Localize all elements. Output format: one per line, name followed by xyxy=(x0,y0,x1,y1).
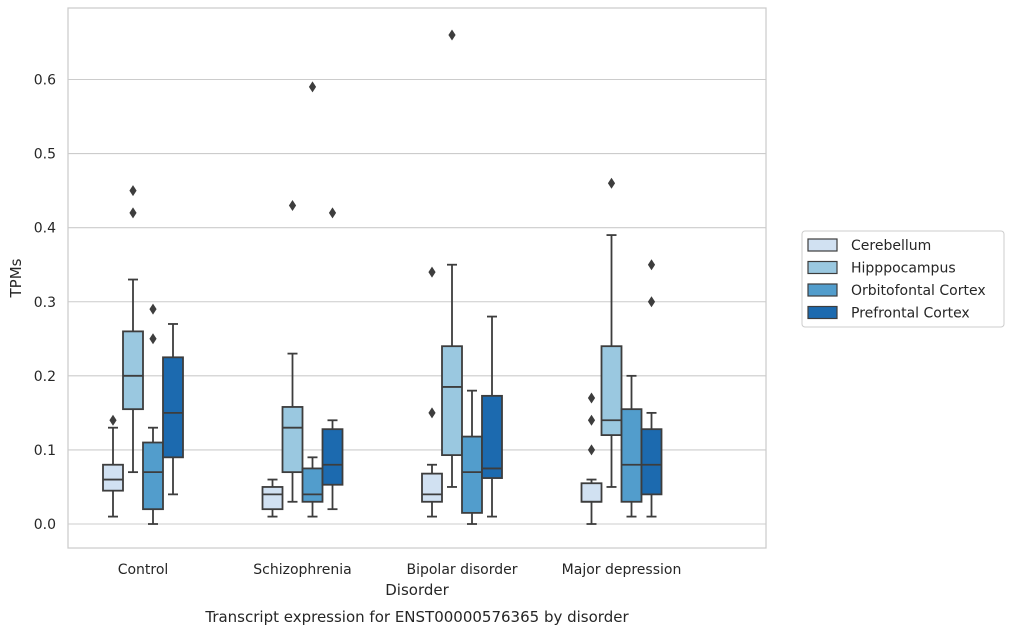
outlier-point xyxy=(308,81,317,93)
y-tick-label: 0.1 xyxy=(34,443,56,459)
legend-swatch xyxy=(807,238,838,252)
outlier-point xyxy=(428,407,436,419)
outlier-point xyxy=(587,414,596,426)
series-hipppocampus xyxy=(122,29,623,503)
x-tick-labels: Control Schizophrenia Bipolar disorder Majo… xyxy=(118,562,682,578)
series-cerebellum xyxy=(102,266,603,525)
legend-frame xyxy=(801,230,1005,328)
box xyxy=(461,389,483,525)
box xyxy=(640,259,663,518)
box xyxy=(261,478,284,518)
y-tick-label: 0.3 xyxy=(34,295,56,311)
box xyxy=(122,185,144,474)
x-axis-title: Disorder xyxy=(385,581,449,599)
iqr-box xyxy=(261,486,284,511)
y-tick-label: 0.0 xyxy=(34,517,56,533)
legend-swatch xyxy=(807,305,838,320)
legend-swatch xyxy=(807,260,838,275)
iqr-box xyxy=(441,345,463,457)
y-tick-label: 0.6 xyxy=(34,73,56,89)
y-tick-label: 0.5 xyxy=(34,147,56,163)
legend: Cerebellum Hipppocampus Orbitofontal Corte… xyxy=(801,230,1005,328)
x-tick-label: Schizophrenia xyxy=(253,562,351,578)
x-tick-label: Bipolar disorder xyxy=(406,562,517,578)
outlier-point xyxy=(428,266,436,278)
outlier-point xyxy=(607,177,616,189)
box xyxy=(321,207,344,511)
iqr-box xyxy=(301,467,324,503)
box xyxy=(620,374,643,518)
box xyxy=(441,29,463,488)
legend-label: Prefrontal Cortex xyxy=(851,306,970,322)
outlier-point xyxy=(149,333,157,345)
iqr-box xyxy=(580,482,603,503)
outlier-point xyxy=(647,259,656,271)
y-axis-title: TPMs xyxy=(7,258,25,298)
outlier-point xyxy=(129,185,137,197)
iqr-box xyxy=(122,330,144,411)
legend-label: Hipppocampus xyxy=(851,261,956,277)
outlier-point xyxy=(328,207,337,219)
grid-lines xyxy=(68,78,766,525)
box xyxy=(580,392,603,525)
iqr-box xyxy=(421,472,443,503)
iqr-box xyxy=(620,408,643,503)
outlier-point xyxy=(288,199,297,211)
legend-swatch xyxy=(807,283,838,297)
box xyxy=(481,315,503,518)
iqr-box xyxy=(461,435,483,514)
outlier-point xyxy=(647,296,656,308)
iqr-box xyxy=(102,463,124,492)
iqr-box xyxy=(640,428,663,496)
y-tick-label: 0.4 xyxy=(34,221,56,237)
iqr-box xyxy=(321,428,344,486)
iqr-box xyxy=(162,356,184,459)
series-orbitofontal-cortex xyxy=(142,81,643,525)
box xyxy=(421,266,443,518)
iqr-box xyxy=(281,406,304,474)
box xyxy=(162,323,184,496)
outlier-point xyxy=(587,444,596,456)
outlier-point xyxy=(109,414,117,426)
plot-frame xyxy=(67,7,767,549)
box xyxy=(102,414,124,518)
box-series xyxy=(102,29,663,525)
legend-label: Orbitofontal Cortex xyxy=(851,283,986,299)
outlier-point xyxy=(149,303,157,315)
outlier-point xyxy=(587,392,596,404)
x-tick-label: Major depression xyxy=(562,562,682,578)
y-tick-labels: 0.0 0.1 0.2 0.3 0.4 0.5 0.6 xyxy=(34,73,56,534)
y-tick-label: 0.2 xyxy=(34,369,56,385)
box xyxy=(600,177,623,488)
legend-label: Cerebellum xyxy=(851,238,931,254)
box xyxy=(142,303,164,525)
series-prefrontal-cortex xyxy=(162,207,663,518)
x-tick-label: Control xyxy=(118,562,169,578)
iqr-box xyxy=(481,394,503,479)
iqr-box xyxy=(600,345,623,437)
iqr-box xyxy=(142,441,164,511)
outlier-point xyxy=(448,29,456,41)
chart-title: Transcript expression for ENST0000057636… xyxy=(204,608,629,626)
box xyxy=(281,199,304,503)
outlier-point xyxy=(129,207,137,219)
